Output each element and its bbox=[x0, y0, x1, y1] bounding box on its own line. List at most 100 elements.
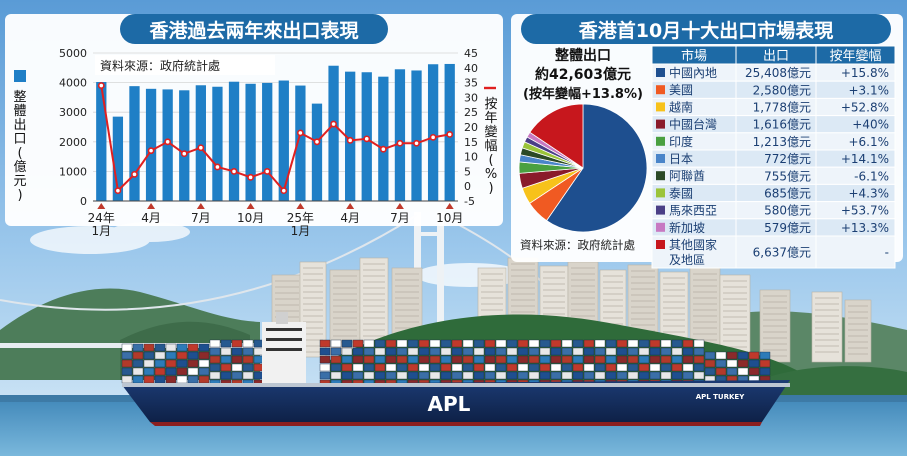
container bbox=[605, 363, 617, 372]
container bbox=[121, 359, 133, 368]
left-axis-char: 億 bbox=[13, 159, 26, 175]
container bbox=[473, 363, 485, 372]
table-row bbox=[651, 235, 896, 269]
market-change: +3.1% bbox=[848, 83, 889, 97]
market-name: 及地區 bbox=[669, 253, 705, 267]
container bbox=[484, 347, 496, 356]
container bbox=[682, 355, 694, 364]
export-bar bbox=[427, 64, 439, 201]
container bbox=[121, 375, 133, 384]
container bbox=[121, 351, 133, 360]
left-axis-char: 整 bbox=[13, 90, 26, 105]
container bbox=[396, 371, 408, 380]
container bbox=[242, 339, 254, 348]
yoy-point bbox=[164, 138, 172, 146]
container bbox=[429, 339, 441, 348]
container bbox=[231, 339, 243, 348]
container bbox=[528, 339, 540, 348]
container bbox=[660, 339, 672, 348]
container bbox=[671, 371, 683, 380]
export-bar bbox=[245, 83, 256, 201]
container bbox=[572, 339, 584, 348]
yoy-point bbox=[197, 144, 205, 152]
container bbox=[583, 339, 595, 348]
container bbox=[737, 351, 749, 360]
container bbox=[726, 351, 738, 360]
x-tick-marker bbox=[147, 203, 156, 209]
container bbox=[605, 355, 617, 364]
container bbox=[473, 371, 485, 380]
container bbox=[220, 347, 232, 356]
container bbox=[660, 363, 672, 372]
market-change: +13.3% bbox=[841, 221, 889, 235]
yoy-point bbox=[180, 150, 188, 158]
container bbox=[352, 339, 364, 348]
container bbox=[341, 355, 353, 364]
market-export: 6,637億元 bbox=[753, 246, 811, 260]
container bbox=[407, 347, 419, 356]
container bbox=[198, 351, 210, 360]
ship-superstructure bbox=[262, 322, 306, 388]
container bbox=[748, 351, 760, 360]
left-tick-label: 3000 bbox=[59, 106, 87, 119]
x-tick-marker bbox=[395, 203, 404, 209]
container bbox=[132, 375, 144, 384]
right-tick-label: 5 bbox=[464, 165, 471, 178]
export-bar bbox=[145, 88, 157, 201]
export-bar bbox=[328, 65, 339, 201]
container bbox=[396, 355, 408, 364]
ship-name-text: APL bbox=[428, 392, 471, 416]
yoy-point bbox=[413, 139, 420, 147]
container bbox=[517, 355, 529, 364]
left-tick-label: 5000 bbox=[59, 47, 87, 60]
container bbox=[704, 367, 716, 376]
yoy-point bbox=[263, 167, 271, 175]
container bbox=[330, 347, 342, 356]
container bbox=[352, 363, 364, 372]
container bbox=[385, 355, 397, 364]
left-tick-label: 2000 bbox=[59, 136, 87, 149]
x-tick-label: 10月 bbox=[237, 211, 264, 225]
container bbox=[143, 351, 155, 360]
container bbox=[572, 355, 584, 364]
container bbox=[616, 355, 628, 364]
container bbox=[165, 375, 177, 384]
yoy-point bbox=[230, 167, 238, 175]
market-change: +40% bbox=[852, 118, 889, 132]
x-tick-label: 1月 bbox=[91, 224, 111, 238]
yoy-point bbox=[247, 173, 255, 181]
market-change: +15.8% bbox=[841, 66, 889, 80]
container bbox=[682, 371, 694, 380]
export-bar bbox=[411, 70, 422, 202]
container bbox=[605, 347, 617, 356]
container bbox=[594, 339, 606, 348]
market-export: 25,408億元 bbox=[745, 66, 811, 80]
container bbox=[506, 339, 518, 348]
right-tick-label: 25 bbox=[464, 106, 478, 119]
container bbox=[363, 363, 375, 372]
container bbox=[209, 355, 221, 364]
container bbox=[330, 339, 342, 348]
left-tick-label: 0 bbox=[80, 195, 87, 208]
container bbox=[572, 363, 584, 372]
container bbox=[198, 367, 210, 376]
market-export: 2,580億元 bbox=[753, 83, 811, 97]
container bbox=[495, 355, 507, 364]
container bbox=[319, 339, 331, 348]
market-export: 1,778億元 bbox=[753, 101, 811, 115]
export-bar bbox=[112, 116, 124, 201]
export-bar bbox=[228, 81, 240, 201]
container bbox=[561, 363, 573, 372]
container bbox=[440, 355, 452, 364]
container bbox=[220, 339, 232, 348]
market-export: 772億元 bbox=[764, 152, 811, 166]
container bbox=[440, 347, 452, 356]
market-export: 1,616億元 bbox=[753, 118, 811, 132]
right-axis-char: 幅 bbox=[484, 139, 497, 154]
right-tick-label: 40 bbox=[464, 62, 478, 75]
market-name: 美國 bbox=[669, 83, 693, 97]
container bbox=[539, 339, 551, 348]
right-chart-title: 香港首10月十大出口市場表現 bbox=[578, 19, 833, 42]
x-tick-label: 4月 bbox=[141, 211, 161, 225]
container bbox=[198, 343, 210, 352]
